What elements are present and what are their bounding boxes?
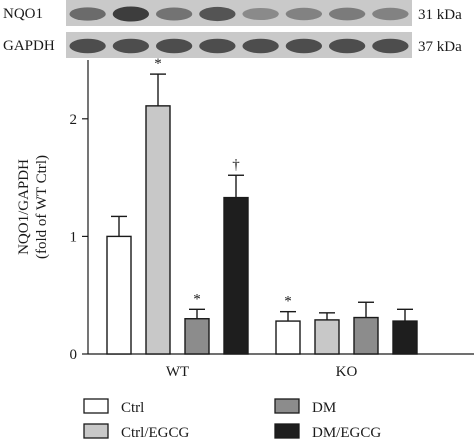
blot-band bbox=[199, 6, 236, 22]
blot-band bbox=[328, 38, 366, 54]
blot-size-label: 31 kDa bbox=[418, 7, 462, 23]
legend-label: DM/EGCG bbox=[312, 425, 381, 441]
blot-protein-label: GAPDH bbox=[3, 38, 55, 54]
y-axis-label: NQO1/GAPDH (fold of WT Ctrl) bbox=[16, 155, 50, 259]
blot-band bbox=[155, 38, 193, 54]
bar bbox=[275, 320, 301, 355]
significance-mark: * bbox=[284, 294, 292, 310]
blot-band bbox=[155, 7, 193, 21]
blot-band bbox=[69, 38, 106, 54]
y-tick-label: 2 bbox=[70, 112, 78, 128]
blot-band bbox=[242, 7, 279, 21]
y-tick-label: 1 bbox=[70, 229, 78, 245]
blot-band bbox=[112, 38, 150, 54]
bar bbox=[314, 319, 340, 355]
legend-swatch bbox=[83, 398, 109, 414]
legend-swatch bbox=[274, 398, 300, 414]
y-tick-label: 0 bbox=[70, 347, 78, 363]
bar bbox=[392, 320, 418, 355]
bar bbox=[106, 235, 132, 355]
significance-mark: * bbox=[193, 291, 201, 307]
blot-band bbox=[112, 6, 150, 22]
blot-band bbox=[199, 38, 236, 54]
bar bbox=[184, 318, 210, 355]
legend-swatch bbox=[274, 423, 300, 439]
blot-size-label: 37 kDa bbox=[418, 39, 462, 55]
legend-label: Ctrl/EGCG bbox=[121, 425, 190, 441]
blot-band bbox=[285, 7, 323, 21]
plot-area: 0 1 2 NQO1/GAPDH (fold of WT Ctrl) * * † WT * KO bbox=[16, 56, 474, 380]
blot-band bbox=[328, 7, 366, 21]
y-axis-label-line1: NQO1/GAPDH bbox=[16, 159, 32, 255]
legend: Ctrl Ctrl/EGCG DM DM/EGCG bbox=[83, 398, 381, 441]
blot-band bbox=[242, 38, 279, 54]
blot-band bbox=[372, 7, 409, 21]
bar bbox=[145, 105, 171, 355]
blot-band bbox=[69, 7, 106, 21]
bar bbox=[223, 196, 249, 355]
x-group-label: WT bbox=[166, 364, 189, 380]
bar bbox=[353, 316, 379, 355]
y-axis-label-line2: (fold of WT Ctrl) bbox=[34, 155, 50, 259]
blot-band bbox=[372, 38, 409, 54]
legend-label: Ctrl bbox=[121, 400, 144, 416]
legend-label: DM bbox=[312, 400, 336, 416]
western-blot-panel: NQO1 31 kDa GAPDH 37 kDa bbox=[3, 0, 462, 58]
x-group-label: KO bbox=[336, 364, 358, 380]
significance-mark: † bbox=[232, 157, 240, 173]
blot-protein-label: NQO1 bbox=[3, 6, 43, 22]
significance-mark: * bbox=[154, 56, 162, 72]
legend-swatch bbox=[83, 423, 109, 439]
blot-band bbox=[285, 38, 323, 54]
